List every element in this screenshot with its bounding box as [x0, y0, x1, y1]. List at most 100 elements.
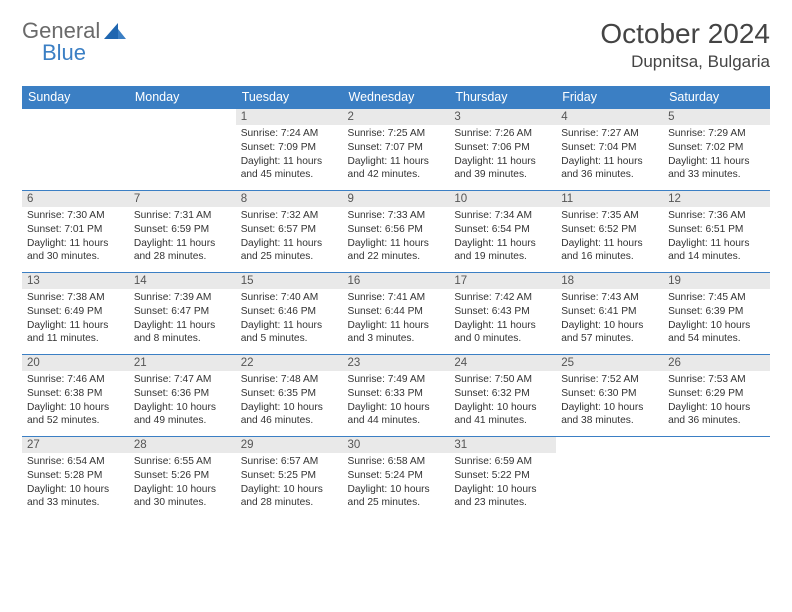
sunrise-text: Sunrise: 7:34 AM [454, 209, 551, 223]
daylight-text: Daylight: 10 hours and 52 minutes. [27, 401, 124, 429]
weekday-header: Sunday [22, 86, 129, 109]
daylight-text: Daylight: 11 hours and 14 minutes. [668, 237, 765, 265]
day-details: Sunrise: 7:30 AMSunset: 7:01 PMDaylight:… [22, 207, 129, 268]
calendar-cell: 11Sunrise: 7:35 AMSunset: 6:52 PMDayligh… [556, 191, 663, 273]
sunrise-text: Sunrise: 7:43 AM [561, 291, 658, 305]
daylight-text: Daylight: 11 hours and 5 minutes. [241, 319, 338, 347]
sunrise-text: Sunrise: 7:24 AM [241, 127, 338, 141]
sunset-text: Sunset: 6:39 PM [668, 305, 765, 319]
sunset-text: Sunset: 6:33 PM [348, 387, 445, 401]
sunrise-text: Sunrise: 7:26 AM [454, 127, 551, 141]
day-number: 10 [449, 191, 556, 207]
sunrise-text: Sunrise: 7:45 AM [668, 291, 765, 305]
sunset-text: Sunset: 6:44 PM [348, 305, 445, 319]
sunrise-text: Sunrise: 7:29 AM [668, 127, 765, 141]
calendar-body: 1Sunrise: 7:24 AMSunset: 7:09 PMDaylight… [22, 109, 770, 519]
day-number: 2 [343, 109, 450, 125]
daylight-text: Daylight: 11 hours and 16 minutes. [561, 237, 658, 265]
sunrise-text: Sunrise: 7:40 AM [241, 291, 338, 305]
daylight-text: Daylight: 11 hours and 0 minutes. [454, 319, 551, 347]
sunset-text: Sunset: 6:29 PM [668, 387, 765, 401]
calendar-week-row: 27Sunrise: 6:54 AMSunset: 5:28 PMDayligh… [22, 437, 770, 519]
calendar-cell: 2Sunrise: 7:25 AMSunset: 7:07 PMDaylight… [343, 109, 450, 191]
day-number: 7 [129, 191, 236, 207]
daylight-text: Daylight: 10 hours and 41 minutes. [454, 401, 551, 429]
sunset-text: Sunset: 6:35 PM [241, 387, 338, 401]
daylight-text: Daylight: 11 hours and 25 minutes. [241, 237, 338, 265]
day-details: Sunrise: 7:53 AMSunset: 6:29 PMDaylight:… [663, 371, 770, 432]
sunrise-text: Sunrise: 6:54 AM [27, 455, 124, 469]
weekday-header: Friday [556, 86, 663, 109]
sunrise-text: Sunrise: 7:36 AM [668, 209, 765, 223]
day-number: 3 [449, 109, 556, 125]
weekday-header: Monday [129, 86, 236, 109]
sunset-text: Sunset: 7:01 PM [27, 223, 124, 237]
sunrise-text: Sunrise: 7:50 AM [454, 373, 551, 387]
day-number: 23 [343, 355, 450, 371]
day-details: Sunrise: 7:38 AMSunset: 6:49 PMDaylight:… [22, 289, 129, 350]
day-details: Sunrise: 7:33 AMSunset: 6:56 PMDaylight:… [343, 207, 450, 268]
day-number: 27 [22, 437, 129, 453]
sunrise-text: Sunrise: 7:46 AM [27, 373, 124, 387]
sunset-text: Sunset: 7:06 PM [454, 141, 551, 155]
sunset-text: Sunset: 6:59 PM [134, 223, 231, 237]
daylight-text: Daylight: 11 hours and 30 minutes. [27, 237, 124, 265]
day-number: 22 [236, 355, 343, 371]
sunrise-text: Sunrise: 7:33 AM [348, 209, 445, 223]
sunrise-text: Sunrise: 7:41 AM [348, 291, 445, 305]
day-number: 14 [129, 273, 236, 289]
calendar-week-row: 13Sunrise: 7:38 AMSunset: 6:49 PMDayligh… [22, 273, 770, 355]
day-number: 6 [22, 191, 129, 207]
calendar-cell: 4Sunrise: 7:27 AMSunset: 7:04 PMDaylight… [556, 109, 663, 191]
day-details: Sunrise: 7:36 AMSunset: 6:51 PMDaylight:… [663, 207, 770, 268]
sunrise-text: Sunrise: 7:30 AM [27, 209, 124, 223]
day-details: Sunrise: 7:41 AMSunset: 6:44 PMDaylight:… [343, 289, 450, 350]
calendar-cell: 28Sunrise: 6:55 AMSunset: 5:26 PMDayligh… [129, 437, 236, 519]
calendar-cell: 18Sunrise: 7:43 AMSunset: 6:41 PMDayligh… [556, 273, 663, 355]
daylight-text: Daylight: 10 hours and 23 minutes. [454, 483, 551, 511]
sunset-text: Sunset: 7:02 PM [668, 141, 765, 155]
daylight-text: Daylight: 11 hours and 42 minutes. [348, 155, 445, 183]
calendar-cell: 25Sunrise: 7:52 AMSunset: 6:30 PMDayligh… [556, 355, 663, 437]
weekday-header: Thursday [449, 86, 556, 109]
sunrise-text: Sunrise: 7:47 AM [134, 373, 231, 387]
calendar-table: SundayMondayTuesdayWednesdayThursdayFrid… [22, 86, 770, 519]
sunrise-text: Sunrise: 7:38 AM [27, 291, 124, 305]
sunset-text: Sunset: 6:52 PM [561, 223, 658, 237]
day-details: Sunrise: 7:42 AMSunset: 6:43 PMDaylight:… [449, 289, 556, 350]
calendar-cell: 17Sunrise: 7:42 AMSunset: 6:43 PMDayligh… [449, 273, 556, 355]
sunset-text: Sunset: 7:04 PM [561, 141, 658, 155]
calendar-header-row: SundayMondayTuesdayWednesdayThursdayFrid… [22, 86, 770, 109]
sunrise-text: Sunrise: 7:25 AM [348, 127, 445, 141]
location-label: Dupnitsa, Bulgaria [600, 52, 770, 72]
header: General October 2024 Dupnitsa, Bulgaria [22, 18, 770, 72]
day-details: Sunrise: 7:39 AMSunset: 6:47 PMDaylight:… [129, 289, 236, 350]
day-details: Sunrise: 7:40 AMSunset: 6:46 PMDaylight:… [236, 289, 343, 350]
sunrise-text: Sunrise: 7:32 AM [241, 209, 338, 223]
calendar-cell: 8Sunrise: 7:32 AMSunset: 6:57 PMDaylight… [236, 191, 343, 273]
sunrise-text: Sunrise: 7:42 AM [454, 291, 551, 305]
day-number: 1 [236, 109, 343, 125]
calendar-cell: 13Sunrise: 7:38 AMSunset: 6:49 PMDayligh… [22, 273, 129, 355]
calendar-week-row: 20Sunrise: 7:46 AMSunset: 6:38 PMDayligh… [22, 355, 770, 437]
calendar-cell: 14Sunrise: 7:39 AMSunset: 6:47 PMDayligh… [129, 273, 236, 355]
calendar-week-row: 6Sunrise: 7:30 AMSunset: 7:01 PMDaylight… [22, 191, 770, 273]
sunrise-text: Sunrise: 7:39 AM [134, 291, 231, 305]
day-number: 31 [449, 437, 556, 453]
day-details: Sunrise: 7:49 AMSunset: 6:33 PMDaylight:… [343, 371, 450, 432]
day-number: 8 [236, 191, 343, 207]
day-number: 13 [22, 273, 129, 289]
daylight-text: Daylight: 10 hours and 25 minutes. [348, 483, 445, 511]
daylight-text: Daylight: 11 hours and 28 minutes. [134, 237, 231, 265]
daylight-text: Daylight: 11 hours and 11 minutes. [27, 319, 124, 347]
day-number: 11 [556, 191, 663, 207]
day-number: 20 [22, 355, 129, 371]
sunset-text: Sunset: 6:56 PM [348, 223, 445, 237]
day-details: Sunrise: 7:45 AMSunset: 6:39 PMDaylight:… [663, 289, 770, 350]
sunset-text: Sunset: 6:51 PM [668, 223, 765, 237]
sunset-text: Sunset: 6:43 PM [454, 305, 551, 319]
daylight-text: Daylight: 11 hours and 8 minutes. [134, 319, 231, 347]
calendar-cell: 15Sunrise: 7:40 AMSunset: 6:46 PMDayligh… [236, 273, 343, 355]
day-number: 17 [449, 273, 556, 289]
calendar-cell: 7Sunrise: 7:31 AMSunset: 6:59 PMDaylight… [129, 191, 236, 273]
